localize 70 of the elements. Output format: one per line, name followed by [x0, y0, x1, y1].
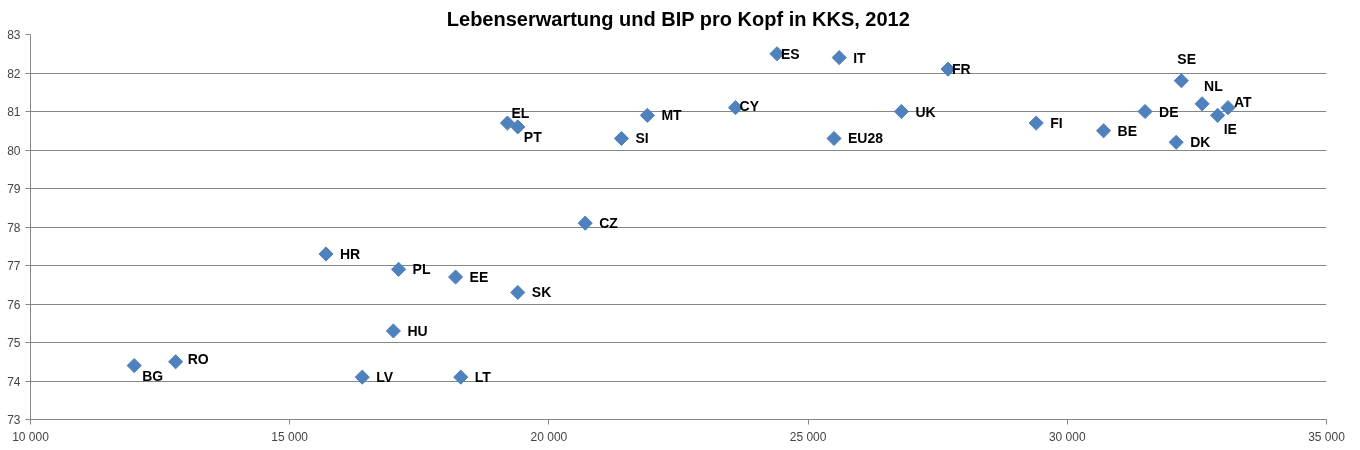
annotation: FI — [1050, 115, 1063, 132]
annotation: MT — [661, 107, 683, 124]
annotation: EE — [469, 269, 489, 286]
point — [354, 369, 370, 385]
point — [1210, 107, 1226, 123]
annotation: PL — [412, 261, 431, 278]
annotation: CY — [739, 97, 760, 114]
x-tick-label: 15 000 — [271, 429, 309, 444]
x-tick-label: 20 000 — [530, 429, 568, 444]
point — [1137, 103, 1153, 120]
annotation: SI — [635, 130, 649, 147]
point — [453, 369, 469, 385]
annotation: FR — [952, 61, 971, 78]
point — [126, 358, 142, 374]
annotation: SE — [1177, 50, 1197, 67]
annotation: DE — [1159, 103, 1179, 120]
y-tick-label: 82 — [7, 66, 21, 81]
point — [1168, 134, 1184, 150]
annotation: SK — [531, 284, 552, 301]
chart-title: Lebenserwartung und BIP pro Kopf in KKS, 2012 — [446, 7, 910, 30]
point — [390, 261, 407, 277]
point — [613, 130, 630, 147]
y-tick-label: 78 — [7, 220, 21, 235]
annotation: RO — [187, 350, 209, 367]
y-tick-label: 79 — [7, 182, 21, 196]
annotation: ES — [781, 45, 800, 62]
x-tick-label: 10 000 — [12, 429, 50, 444]
y-tick-label: 80 — [7, 143, 21, 158]
y-tick-label: 81 — [7, 105, 21, 119]
annotation: PT — [523, 128, 543, 145]
annotation: EL — [511, 105, 530, 122]
y-tick-label: 76 — [7, 297, 21, 312]
point — [577, 215, 593, 231]
point — [826, 130, 842, 147]
x-tick-label: 30 000 — [1048, 429, 1086, 444]
annotation: BE — [1117, 122, 1138, 139]
point — [510, 119, 526, 135]
annotation: LV — [376, 369, 394, 386]
annotation: IE — [1223, 121, 1237, 138]
x-tick-label: 25 000 — [789, 429, 827, 444]
annotation: DK — [1190, 134, 1211, 151]
y-tick-label: 73 — [7, 413, 21, 427]
annotation: UK — [915, 103, 936, 120]
y-tick-label: 83 — [7, 28, 21, 42]
annotation: HU — [407, 322, 428, 339]
point — [831, 50, 847, 66]
annotation: LT — [474, 369, 492, 386]
y-tick-label: 75 — [7, 336, 21, 350]
point — [168, 354, 184, 370]
point — [1096, 123, 1112, 139]
point — [385, 323, 401, 339]
point — [318, 246, 334, 262]
x-tick-label: 35 000 — [1308, 429, 1346, 444]
point — [893, 103, 909, 120]
point — [1194, 96, 1210, 112]
annotation: BG — [142, 367, 164, 384]
y-tick-label: 74 — [7, 374, 21, 389]
annotation: EU28 — [848, 130, 884, 147]
annotation: CZ — [599, 215, 619, 232]
point — [1220, 100, 1236, 116]
annotation: AT — [1234, 93, 1253, 110]
point — [639, 107, 655, 123]
point — [1173, 73, 1189, 89]
annotation: IT — [853, 49, 867, 66]
annotation: NL — [1204, 77, 1224, 94]
point — [1028, 115, 1044, 131]
annotation: HR — [339, 245, 361, 262]
point — [448, 269, 464, 285]
point — [510, 284, 526, 301]
y-tick-label: 77 — [7, 259, 21, 273]
